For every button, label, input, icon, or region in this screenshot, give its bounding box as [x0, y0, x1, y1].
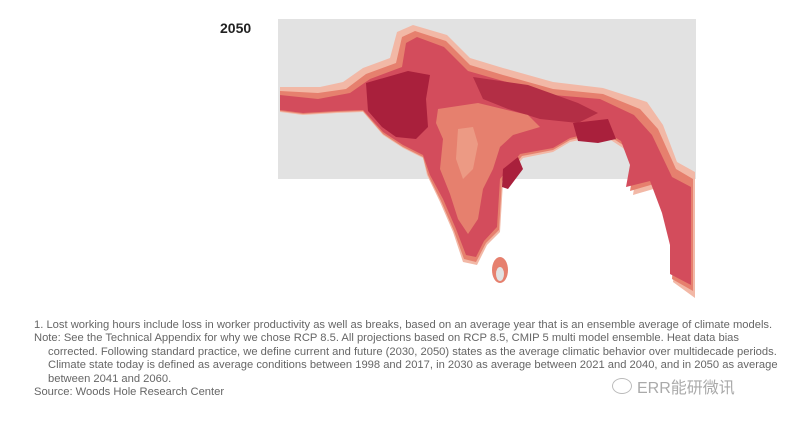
map-zone-center-lighter — [456, 127, 478, 179]
footnotes: 1. Lost working hours include loss in wo… — [34, 319, 800, 399]
map-zone-dark-north — [473, 77, 598, 123]
map-zone-dark-coast — [502, 157, 523, 189]
note-continued: corrected. Following standard practice, … — [48, 345, 778, 385]
watermark-text: ERR能研微讯 — [637, 380, 735, 397]
map-year-label: 2050 — [220, 20, 252, 36]
source-line: Source: Woods Hole Research Center — [34, 386, 225, 399]
chat-bubble-icon — [612, 378, 632, 394]
footnote-1: 1. Lost working hours include loss in wo… — [34, 319, 773, 331]
map-zone-dark-northwest — [366, 71, 430, 139]
watermark: ERR能研微讯 — [612, 374, 735, 398]
map-zone-dark-east — [573, 119, 616, 143]
note-line-1: Note: See the Technical Appendix for why… — [34, 332, 739, 345]
heat-map-south-asia — [278, 19, 696, 298]
